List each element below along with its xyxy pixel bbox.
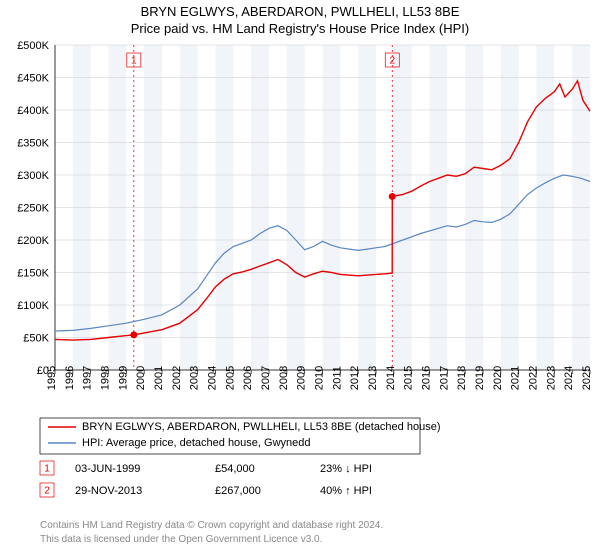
transaction-delta: 40% ↑ HPI	[320, 485, 372, 497]
x-tick-label: 2025	[581, 366, 593, 390]
y-tick-label: £200K	[17, 235, 49, 247]
y-tick-label: £450K	[17, 73, 49, 85]
chart-title-line2: Price paid vs. HM Land Registry's House …	[131, 21, 469, 36]
x-tick-label: 2001	[153, 366, 165, 390]
x-tick-label: 2019	[474, 366, 486, 390]
x-tick-label: 2018	[456, 366, 468, 390]
y-tick-label: £100K	[17, 300, 49, 312]
x-tick-label: 2009	[296, 366, 308, 390]
transaction-price: £267,000	[215, 485, 261, 497]
transaction-date: 29-NOV-2013	[75, 485, 142, 497]
x-tick-label: 2004	[207, 366, 219, 390]
x-tick-label: 2013	[367, 366, 379, 390]
x-tick-label: 2017	[438, 366, 450, 390]
x-tick-label: 2005	[224, 366, 236, 390]
x-tick-label: 2014	[385, 366, 397, 390]
x-tick-label: 1995	[46, 366, 58, 390]
transaction-row-number: 2	[44, 486, 50, 497]
x-tick-label: 2023	[545, 366, 557, 390]
x-tick-label: 1996	[64, 366, 76, 390]
x-tick-label: 2007	[260, 366, 272, 390]
x-tick-label: 2000	[135, 366, 147, 390]
transaction-marker-number: 2	[389, 56, 395, 67]
transaction-marker-number: 1	[131, 56, 137, 67]
transaction-date: 03-JUN-1999	[75, 463, 140, 475]
x-tick-label: 2012	[349, 366, 361, 390]
x-tick-label: 2015	[403, 366, 415, 390]
y-tick-label: £350K	[17, 138, 49, 150]
x-tick-label: 2016	[421, 366, 433, 390]
x-tick-label: 2024	[563, 366, 575, 390]
x-tick-label: 2011	[331, 366, 343, 390]
attribution-line1: Contains HM Land Registry data © Crown c…	[40, 520, 383, 531]
y-tick-label: £150K	[17, 268, 49, 280]
x-tick-label: 2022	[528, 366, 540, 390]
transaction-price: £54,000	[215, 463, 255, 475]
legend-label: HPI: Average price, detached house, Gwyn…	[82, 437, 311, 449]
x-tick-label: 2002	[171, 366, 183, 390]
x-tick-label: 2021	[510, 366, 522, 390]
y-tick-label: £300K	[17, 170, 49, 182]
attribution-line2: This data is licensed under the Open Gov…	[40, 534, 322, 545]
transaction-delta: 23% ↓ HPI	[320, 463, 372, 475]
y-tick-label: £400K	[17, 105, 49, 117]
x-tick-label: 1999	[117, 366, 129, 390]
chart-title-line1: BRYN EGLWYS, ABERDARON, PWLLHELI, LL53 8…	[141, 4, 460, 19]
x-tick-label: 2008	[278, 366, 290, 390]
x-tick-label: 1998	[100, 366, 112, 390]
chart-container: BRYN EGLWYS, ABERDARON, PWLLHELI, LL53 8…	[0, 0, 600, 560]
chart-svg: BRYN EGLWYS, ABERDARON, PWLLHELI, LL53 8…	[0, 0, 600, 560]
x-tick-label: 2010	[314, 366, 326, 390]
transaction-row-number: 1	[44, 464, 50, 475]
x-tick-label: 1997	[82, 366, 94, 390]
x-tick-label: 2003	[189, 366, 201, 390]
y-tick-label: £50K	[23, 333, 49, 345]
y-tick-label: £250K	[17, 203, 49, 215]
y-tick-label: £500K	[17, 40, 49, 52]
legend-label: BRYN EGLWYS, ABERDARON, PWLLHELI, LL53 8…	[82, 421, 440, 433]
x-tick-label: 2020	[492, 366, 504, 390]
x-tick-label: 2006	[242, 366, 254, 390]
